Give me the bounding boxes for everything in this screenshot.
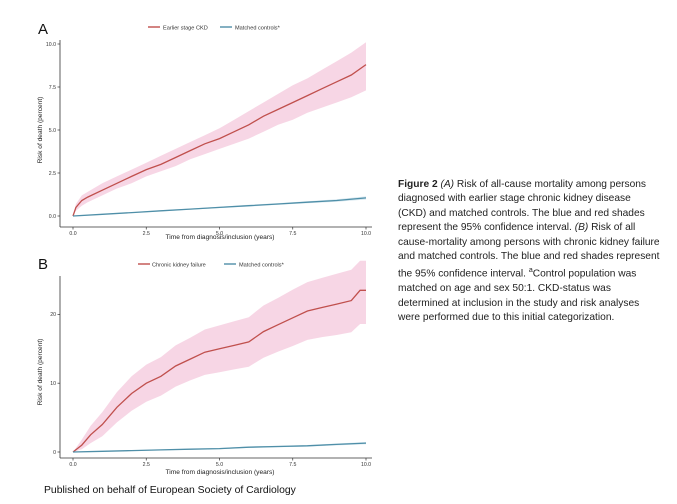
panel-a-x-tick-label: 0.0	[69, 231, 76, 237]
panel-a-y-tick-label: 7.5	[49, 85, 56, 91]
legend-label-series-1: Chronic kidney failure	[152, 263, 206, 269]
panel-b-y-axis-title: Risk of death (percent)	[37, 339, 44, 406]
panel-a-x-tick-label: 7.5	[289, 231, 296, 237]
caption-footnote-mark: a	[528, 267, 533, 275]
panel-b-confidence-bands	[73, 260, 366, 452]
panel-a-x-tick-label: 5.0	[216, 231, 223, 237]
caption-part-a-text: Risk of all-cause mortality among person…	[398, 179, 647, 234]
panel-a-y-tick-label: 10.0	[46, 42, 56, 48]
panel-b-line-series-2	[72, 442, 367, 453]
caption-part-a-tag: (A)	[440, 179, 455, 190]
panel-a-lines	[72, 64, 367, 217]
panel-a-x-axis-title: Time from diagnosis/inclusion (years)	[166, 234, 275, 241]
caption-part-b-text: Risk of all cause-mortality among person…	[398, 222, 660, 280]
legend-label-series-2: Matched controls*	[239, 263, 285, 269]
panel-b-y-tick-label: 20	[50, 312, 56, 318]
caption-part-b-tag: (B)	[574, 222, 589, 234]
legend-label-series-2: Matched controls*	[235, 26, 281, 32]
panel-a-band-series-1	[73, 42, 366, 216]
panel-a-y-tick-label: 2.5	[49, 171, 56, 177]
panel-a-axes: 0.0 2.5 5.0 7.5 10.0 0.0 2.5 5.0 7.5 10.0	[46, 40, 372, 237]
caption-footnote-text: Control population was matched on age an…	[398, 268, 640, 324]
panel-b-y-tick-label: 10	[50, 381, 56, 387]
panel-b-x-tick-label: 7.5	[289, 462, 296, 468]
panel-b-x-tick-label: 0.0	[69, 462, 76, 468]
figure-caption: Figure 2 (A) Risk of all-cause mortality…	[398, 178, 660, 325]
panel-b-line-series-1	[72, 289, 366, 453]
panel-b-legend: Chronic kidney failure Matched controls*	[138, 263, 285, 269]
panel-b-band-series-1	[73, 260, 366, 452]
panel-a-legend: Earlier stage CKD Matched controls*	[148, 26, 281, 32]
panel-b-x-tick-label: 10.0	[361, 462, 371, 468]
panel-b-label: B	[38, 256, 48, 273]
panel-a-line-series-1	[72, 64, 367, 217]
panel-b-x-tick-label: 5.0	[216, 462, 223, 468]
caption-figure-label: Figure 2	[398, 179, 438, 190]
panel-a-y-axis-title: Risk of death (percent)	[37, 97, 44, 164]
panel-a-y-tick-label: 0.0	[49, 214, 56, 220]
panel-b-y-tick-label: 0	[53, 450, 56, 456]
panel-a-line-series-2	[72, 197, 367, 217]
panel-b-x-tick-label: 2.5	[143, 462, 150, 468]
panel-a: A Earlier stage CKD Matched controls* 0.…	[37, 21, 372, 241]
panel-a-confidence-bands	[73, 42, 366, 216]
panel-b: B Chronic kidney failure Matched control…	[37, 256, 372, 476]
legend-label-series-1: Earlier stage CKD	[163, 26, 208, 32]
panel-b-x-axis-title: Time from diagnosis/inclusion (years)	[166, 469, 275, 476]
panel-a-x-tick-label: 10.0	[361, 231, 371, 237]
panel-b-axes: 0.0 2.5 5.0 7.5 10.0 0 10 20	[50, 276, 372, 468]
panel-a-label: A	[38, 21, 48, 38]
panel-a-y-tick-label: 5.0	[49, 128, 56, 134]
publisher-footer: Published on behalf of European Society …	[44, 485, 296, 496]
panel-b-lines	[72, 289, 367, 453]
panel-a-x-tick-label: 2.5	[143, 231, 150, 237]
